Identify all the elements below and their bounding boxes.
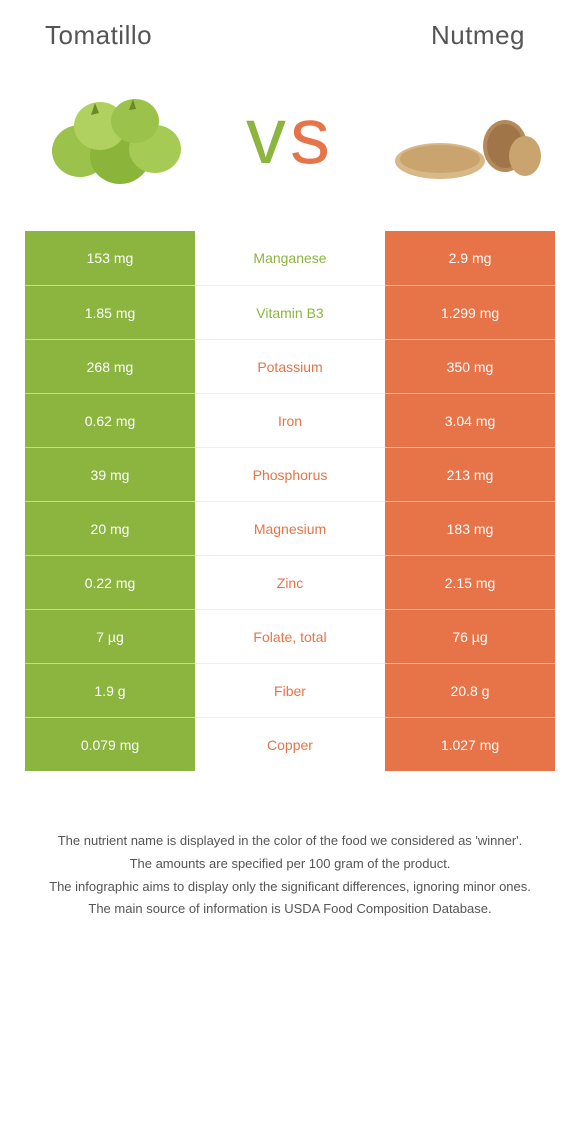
footnote-line: The amounts are specified per 100 gram o… xyxy=(35,854,545,875)
left-image xyxy=(35,81,195,191)
left-value: 0.62 mg xyxy=(25,393,195,447)
table-row: 1.9 gFiber20.8 g xyxy=(25,663,555,717)
table-row: 0.62 mgIron3.04 mg xyxy=(25,393,555,447)
nutrient-label: Potassium xyxy=(195,339,385,393)
comparison-table: 153 mgManganese2.9 mg1.85 mgVitamin B31.… xyxy=(25,231,555,771)
table-row: 20 mgMagnesium183 mg xyxy=(25,501,555,555)
nutrient-label: Fiber xyxy=(195,663,385,717)
nutrient-label: Manganese xyxy=(195,231,385,285)
table-row: 268 mgPotassium350 mg xyxy=(25,339,555,393)
left-value: 0.22 mg xyxy=(25,555,195,609)
nutrient-label: Folate, total xyxy=(195,609,385,663)
left-value: 39 mg xyxy=(25,447,195,501)
right-value: 20.8 g xyxy=(385,663,555,717)
right-value: 76 µg xyxy=(385,609,555,663)
nutrient-label: Phosphorus xyxy=(195,447,385,501)
right-value: 213 mg xyxy=(385,447,555,501)
left-title: Tomatillo xyxy=(25,20,285,51)
nutrient-label: Vitamin B3 xyxy=(195,285,385,339)
hero-row: vs xyxy=(25,81,555,191)
nutrient-label: Magnesium xyxy=(195,501,385,555)
left-value: 7 µg xyxy=(25,609,195,663)
table-row: 153 mgManganese2.9 mg xyxy=(25,231,555,285)
comparison-infographic: Tomatillo Nutmeg vs 153 xyxy=(0,0,580,942)
right-value: 350 mg xyxy=(385,339,555,393)
nutrient-label: Copper xyxy=(195,717,385,771)
footnote-line: The infographic aims to display only the… xyxy=(35,877,545,898)
table-row: 0.22 mgZinc2.15 mg xyxy=(25,555,555,609)
left-value: 1.85 mg xyxy=(25,285,195,339)
table-row: 39 mgPhosphorus213 mg xyxy=(25,447,555,501)
left-value: 153 mg xyxy=(25,231,195,285)
right-value: 1.027 mg xyxy=(385,717,555,771)
right-value: 2.15 mg xyxy=(385,555,555,609)
right-image xyxy=(385,81,545,191)
table-row: 0.079 mgCopper1.027 mg xyxy=(25,717,555,771)
left-value: 1.9 g xyxy=(25,663,195,717)
right-value: 3.04 mg xyxy=(385,393,555,447)
table-row: 7 µgFolate, total76 µg xyxy=(25,609,555,663)
nutrient-label: Iron xyxy=(195,393,385,447)
table-row: 1.85 mgVitamin B31.299 mg xyxy=(25,285,555,339)
left-value: 268 mg xyxy=(25,339,195,393)
footnote-line: The main source of information is USDA F… xyxy=(35,899,545,920)
footnotes: The nutrient name is displayed in the co… xyxy=(25,831,555,920)
nutrient-label: Zinc xyxy=(195,555,385,609)
right-value: 183 mg xyxy=(385,501,555,555)
right-value: 1.299 mg xyxy=(385,285,555,339)
vs-label: vs xyxy=(246,96,334,176)
right-title: Nutmeg xyxy=(285,20,555,51)
left-value: 20 mg xyxy=(25,501,195,555)
footnote-line: The nutrient name is displayed in the co… xyxy=(35,831,545,852)
titles-row: Tomatillo Nutmeg xyxy=(25,20,555,51)
right-value: 2.9 mg xyxy=(385,231,555,285)
left-value: 0.079 mg xyxy=(25,717,195,771)
